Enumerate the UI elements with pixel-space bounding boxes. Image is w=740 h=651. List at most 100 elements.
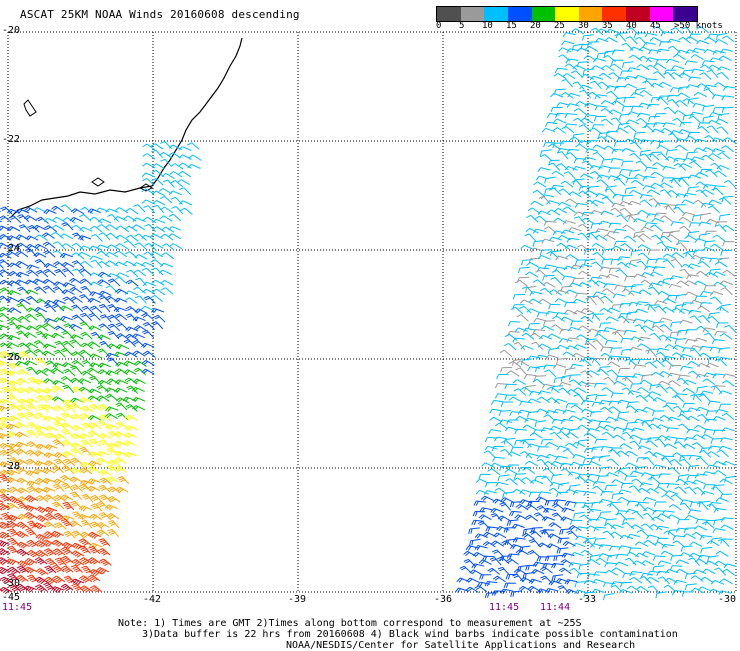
wind-barb (15, 458, 29, 466)
wind-barb (648, 282, 662, 288)
wind-barb (115, 322, 129, 331)
wind-barb (90, 494, 103, 503)
wind-barb (696, 26, 710, 34)
wind-barb (89, 305, 103, 314)
wind-barb (669, 72, 683, 79)
wind-barb (719, 333, 733, 340)
wind-barb (105, 406, 119, 412)
wind-barb (565, 488, 579, 494)
wind-barb (515, 503, 529, 511)
wind-barb (540, 439, 553, 445)
wind-barb (569, 136, 583, 144)
wind-barb (684, 339, 698, 345)
wind-barb (654, 113, 667, 119)
wind-barb (514, 428, 527, 435)
wind-barb (572, 64, 586, 70)
wind-barb (624, 557, 637, 566)
wind-barb (572, 133, 584, 140)
wind-barb (0, 386, 13, 395)
wind-barb (685, 151, 698, 158)
wind-barb (568, 379, 582, 387)
wind-barb (33, 378, 47, 386)
wind-barb (683, 157, 697, 163)
wind-barb (107, 272, 121, 278)
wind-barb (540, 149, 552, 157)
wind-barb (675, 138, 689, 144)
wind-barb (672, 53, 686, 61)
wind-barb (659, 317, 673, 323)
wind-barb (483, 490, 497, 495)
wind-barb (507, 451, 521, 457)
wind-barb (669, 331, 682, 338)
wind-barb (469, 538, 481, 546)
wind-barb (701, 521, 715, 529)
wind-barb (527, 323, 540, 329)
wind-barb (701, 154, 715, 162)
wind-barb (660, 215, 673, 222)
wind-barb (34, 357, 47, 366)
wind-barb (123, 339, 136, 347)
wind-barb (61, 483, 74, 492)
wind-barb (702, 568, 716, 575)
wind-barb (88, 545, 101, 555)
wind-barb (642, 457, 655, 466)
colorbar-swatch (578, 7, 603, 21)
wind-barb (606, 458, 620, 467)
wind-barb (699, 345, 712, 352)
wind-barb (546, 543, 560, 549)
wind-barb (600, 210, 614, 216)
wind-barb (712, 415, 726, 421)
wind-barb (600, 295, 613, 304)
wind-barb (159, 151, 173, 159)
wind-barb (580, 117, 594, 124)
wind-barb (565, 254, 579, 261)
wind-barb (558, 54, 571, 62)
wind-barb (566, 103, 580, 108)
wind-barb (603, 283, 616, 289)
wind-barb (524, 460, 539, 467)
wind-barb (623, 83, 638, 89)
wind-barb (612, 434, 626, 441)
wind-barb (63, 323, 76, 332)
wind-barb (582, 68, 595, 76)
wind-barb (125, 234, 139, 242)
wind-barb (87, 208, 101, 214)
wind-barb (654, 212, 667, 218)
wind-barb (627, 390, 641, 395)
wind-barb (34, 557, 48, 565)
wind-barb (580, 173, 594, 179)
wind-barb (573, 216, 586, 225)
wind-barb (78, 349, 92, 357)
wind-barb (15, 208, 30, 215)
colorbar-label: 10 (482, 21, 493, 31)
wind-barb (141, 234, 155, 240)
wind-barb (25, 470, 39, 477)
wind-barb (52, 483, 65, 492)
wind-barb (566, 337, 580, 343)
wind-barb (510, 590, 522, 598)
note-line: Note: 1) Times are GMT 2)Times along bot… (118, 618, 582, 629)
wind-barb (679, 458, 692, 467)
wind-barb (532, 329, 546, 335)
wind-barb (80, 285, 93, 295)
wind-barb (514, 327, 528, 333)
wind-barb (708, 502, 722, 508)
wind-barb (609, 545, 622, 551)
wind-barb (478, 514, 492, 521)
wind-barb (77, 378, 92, 384)
wind-barb (519, 577, 534, 583)
wind-barb (652, 162, 666, 169)
wind-barb (79, 585, 93, 593)
wind-barb (582, 156, 596, 162)
wind-barb (620, 243, 633, 251)
wind-barb (604, 37, 618, 43)
wind-barb (35, 331, 48, 340)
wind-barb (168, 226, 182, 231)
wind-barb (26, 441, 40, 449)
wind-barb (721, 106, 734, 113)
wind-barb (547, 533, 561, 539)
wind-barb (634, 541, 649, 547)
colorbar-swatch (531, 7, 556, 21)
wind-barb (484, 436, 498, 443)
wind-barb (42, 415, 57, 422)
